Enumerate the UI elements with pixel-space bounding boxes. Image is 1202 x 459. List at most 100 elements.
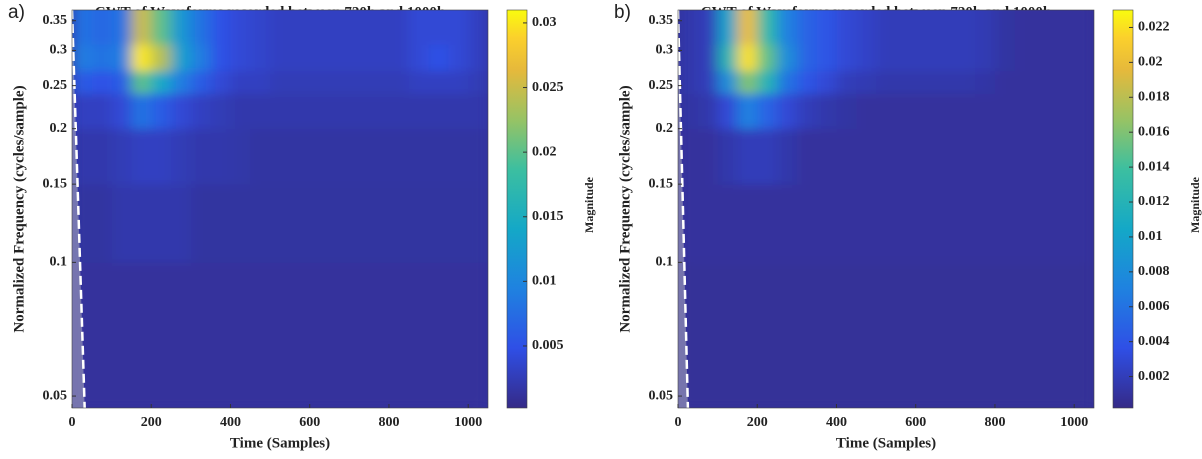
- heatmap-cell: [131, 128, 152, 185]
- heatmap-cell: [72, 70, 93, 94]
- heatmap-cell: [270, 262, 291, 408]
- heatmap-cell: [468, 184, 488, 263]
- heatmap-cell: [895, 262, 917, 408]
- heatmap-cell: [289, 70, 311, 94]
- heatmap-cell: [1074, 10, 1094, 45]
- heatmap-cell: [955, 128, 976, 185]
- heatmap-cell: [757, 93, 778, 130]
- heatmap-cell: [856, 262, 877, 408]
- heatmap-cell: [289, 44, 311, 72]
- heatmap-cell: [230, 70, 251, 94]
- colorbar-tick-label: 0.015: [532, 209, 564, 224]
- heatmap-cell: [151, 70, 172, 94]
- heatmap-cell: [1054, 70, 1075, 94]
- heatmap-cell: [757, 70, 778, 94]
- heatmap-cell: [816, 70, 837, 94]
- x-tick-label: 0: [675, 415, 682, 430]
- y-tick-label: 0.1: [656, 255, 674, 270]
- heatmap-cell: [777, 184, 798, 263]
- heatmap-cell: [1014, 10, 1036, 45]
- heatmap-cell: [111, 262, 132, 408]
- colorbar-tick-label: 0.01: [532, 274, 557, 289]
- colorbar-label: Magnitude: [1188, 176, 1202, 233]
- heatmap-cell: [349, 44, 370, 72]
- heatmap: [72, 10, 488, 408]
- heatmap-cell: [717, 93, 738, 130]
- heatmap-cell: [796, 93, 818, 130]
- heatmap-cell: [935, 10, 956, 45]
- heatmap-cell: [289, 184, 311, 263]
- heatmap-cell: [1014, 44, 1036, 72]
- heatmap-cell: [876, 93, 897, 130]
- heatmap-cell: [876, 44, 897, 72]
- heatmap-cell: [369, 44, 390, 72]
- colorbar-label: Magnitude: [582, 176, 596, 233]
- heatmap-cell: [190, 262, 212, 408]
- colorbar-tick-label: 0.008: [1138, 264, 1170, 279]
- heatmap-cell: [210, 184, 231, 263]
- heatmap-cell: [111, 128, 132, 185]
- heatmap-cell: [151, 10, 172, 45]
- heatmap-cell: [250, 44, 271, 72]
- heatmap-cell: [915, 128, 937, 185]
- heatmap-cell: [1054, 128, 1075, 185]
- heatmap-cell: [468, 10, 488, 45]
- cells: [72, 10, 488, 408]
- heatmap-cell: [1014, 93, 1036, 130]
- heatmap-cell: [111, 184, 132, 263]
- heatmap-cell: [448, 128, 469, 185]
- heatmap-cell: [757, 44, 778, 72]
- heatmap-cell: [816, 262, 837, 408]
- heatmap-cell: [856, 44, 877, 72]
- heatmap-cell: [210, 70, 231, 94]
- y-tick-label: 0.15: [43, 176, 68, 191]
- heatmap-cell: [250, 10, 271, 45]
- heatmap-cell: [190, 70, 212, 94]
- heatmap-cell: [468, 262, 488, 408]
- heatmap-cell: [309, 128, 331, 185]
- x-tick-label: 400: [826, 415, 847, 430]
- heatmap-cell: [270, 93, 291, 130]
- y-tick-label: 0.35: [649, 13, 674, 28]
- x-tick-label: 400: [220, 415, 241, 430]
- panel: a)CWT of Waveforms recorded between 720h…: [8, 2, 596, 451]
- heatmap-cell: [250, 184, 271, 263]
- heatmap-cell: [915, 262, 937, 408]
- heatmap-cell: [975, 70, 996, 94]
- heatmap-cell: [836, 70, 857, 94]
- heatmap-cell: [72, 93, 93, 130]
- colorbar: [1112, 9, 1134, 409]
- heatmap-cell: [388, 93, 410, 130]
- heatmap-cell: [349, 93, 370, 130]
- heatmap-cell: [369, 262, 390, 408]
- heatmap-cell: [836, 44, 857, 72]
- coi-line: [72, 10, 86, 408]
- heatmap-cell: [151, 93, 172, 130]
- heatmap-cell: [876, 10, 897, 45]
- heatmap-cell: [757, 184, 778, 263]
- heatmap-cell: [796, 262, 818, 408]
- heatmap-cell: [816, 184, 837, 263]
- heatmap-cell: [329, 184, 350, 263]
- heatmap-cell: [1054, 10, 1075, 45]
- y-tick-label: 0.3: [656, 43, 674, 58]
- panel: b)CWT of Waveforms recorded between 720h…: [614, 2, 1202, 451]
- heatmap-cell: [737, 93, 758, 130]
- heatmap-cell: [388, 184, 410, 263]
- heatmap-cell: [270, 10, 291, 45]
- heatmap-cell: [816, 93, 837, 130]
- y-tick-label: 0.3: [50, 43, 68, 58]
- colorbar-tick-label: 0.01: [1138, 229, 1163, 244]
- heatmap-cell: [270, 70, 291, 94]
- heatmap-cell: [935, 128, 956, 185]
- heatmap-cell: [836, 262, 857, 408]
- heatmap-cell: [777, 10, 798, 45]
- cells: [678, 10, 1094, 408]
- heatmap-cell: [329, 128, 350, 185]
- colorbar-tick-label: 0.022: [1138, 20, 1170, 35]
- heatmap-cell: [448, 70, 469, 94]
- heatmap-cell: [230, 10, 251, 45]
- heatmap-cell: [1074, 44, 1094, 72]
- heatmap-cell: [915, 184, 937, 263]
- y-tick-label: 0.05: [43, 388, 68, 403]
